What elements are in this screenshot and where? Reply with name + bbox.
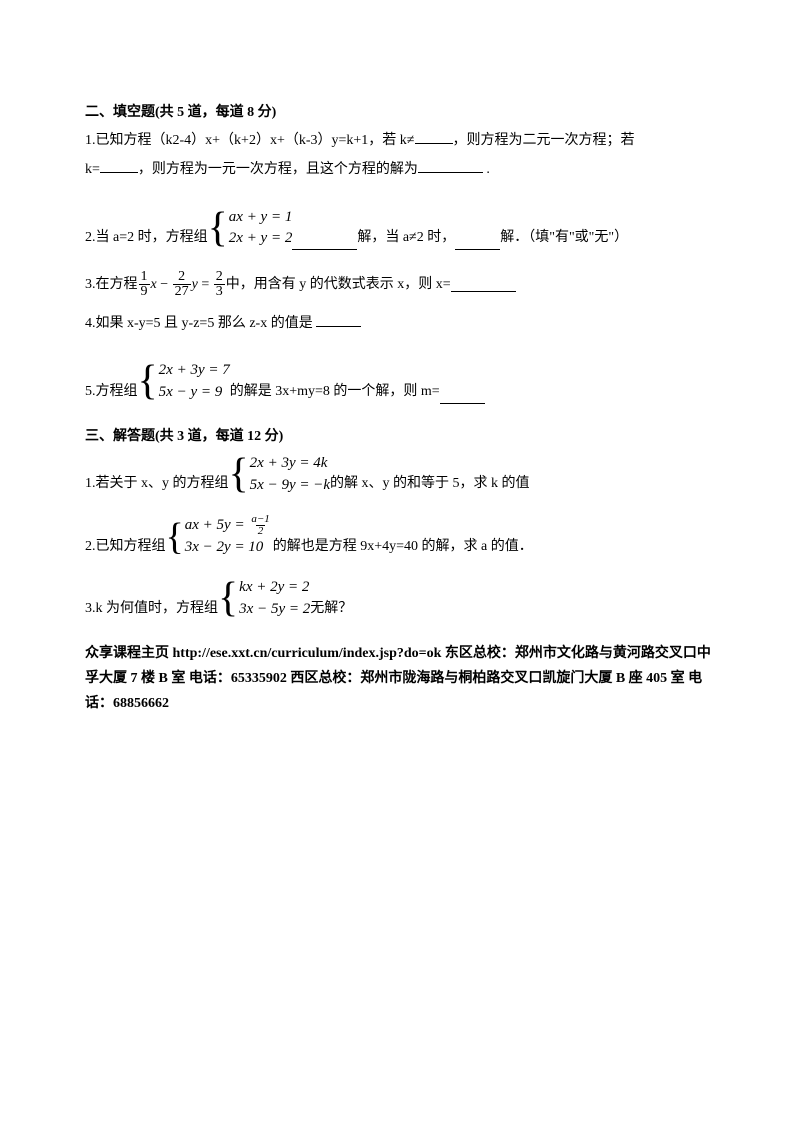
equation-system: { ax + 5y = a−12 3x − 2y = 10	[166, 514, 273, 559]
num: a−1	[249, 514, 271, 525]
equation-system: { kx + 2y = 2 3x − 5y = 2	[218, 577, 310, 621]
section3-title: 三、解答题(共 3 道，每道 12 分)	[85, 424, 715, 449]
blank	[415, 129, 453, 144]
fraction: 227	[173, 270, 191, 299]
q2-5-end: 的解是 3x+my=8 的一个解，则 m=	[230, 379, 440, 404]
q2-1-text-c: k=	[85, 162, 100, 177]
q3-1-prefix: 1.若关于 x、y 的方程组	[85, 471, 229, 496]
blank	[451, 277, 516, 292]
eq-line: 5x − 9y = −k	[250, 475, 330, 497]
equation-system: { 2x + 3y = 4k 5x − 9y = −k	[229, 453, 331, 497]
eq-line: kx + 2y = 2	[239, 577, 310, 599]
equation-system: { 2x + 3y = 7 5x − y = 9	[138, 360, 230, 404]
eq-line: 2x + 3y = 7	[159, 360, 230, 382]
q2-1: 1.已知方程（k2-4）x+（k+2）x+（k-3）y=k+1，若 k≠ ，则方程…	[85, 128, 715, 153]
fraction: 19	[139, 270, 150, 299]
blank	[418, 158, 483, 173]
blank	[100, 158, 138, 173]
eq-line: 2x + y = 2	[229, 228, 293, 250]
den: 3	[214, 284, 225, 299]
brace-icon: {	[208, 212, 228, 246]
eq-line: 3x − 5y = 2	[239, 599, 310, 621]
q3-2-prefix: 2.已知方程组	[85, 534, 166, 559]
op: =	[198, 272, 213, 297]
q2-4-text: 4.如果 x-y=5 且 y-z=5 那么 z-x 的值是	[85, 316, 316, 331]
footer-info: 众享课程主页 http://ese.xxt.cn/curriculum/inde…	[85, 641, 715, 717]
q2-5: 5.方程组 { 2x + 3y = 7 5x − y = 9 的解是 3x+my…	[85, 360, 715, 404]
eq-line: 2x + 3y = 4k	[250, 453, 330, 475]
num: 2	[214, 270, 225, 284]
eq-pre: ax + 5y =	[185, 517, 249, 533]
q2-3: 3.在方程 19 x − 227 y = 23 中，用含有 y 的代数式表示 x…	[85, 270, 715, 299]
num: 1	[139, 270, 150, 284]
eq-line: ax + y = 1	[229, 207, 293, 229]
fraction: a−12	[249, 514, 271, 537]
op: −	[157, 272, 172, 297]
q3-3: 3.k 为何值时，方程组 { kx + 2y = 2 3x − 5y = 2 无…	[85, 577, 715, 621]
q3-3-prefix: 3.k 为何值时，方程组	[85, 596, 218, 621]
q3-3-end: 无解？	[310, 596, 352, 621]
q2-5-prefix: 5.方程组	[85, 379, 138, 404]
brace-icon: {	[138, 365, 158, 399]
q3-1: 1.若关于 x、y 的方程组 { 2x + 3y = 4k 5x − 9y = …	[85, 453, 715, 497]
fraction: 23	[214, 270, 225, 299]
q2-2-prefix: 2.当 a=2 时，方程组	[85, 225, 208, 250]
q3-1-end: 的解 x、y 的和等于 5，求 k 的值	[330, 471, 530, 496]
equation-system: { ax + y = 1 2x + y = 2	[208, 207, 293, 251]
q2-4: 4.如果 x-y=5 且 y-z=5 那么 z-x 的值是	[85, 311, 715, 336]
eq-line: 5x − y = 9	[159, 382, 230, 404]
den: 9	[139, 284, 150, 299]
q3-2: 2.已知方程组 { ax + 5y = a−12 3x − 2y = 10 的解…	[85, 514, 715, 559]
q2-1b: k= ，则方程为一元一次方程，且这个方程的解为 .	[85, 157, 715, 182]
eq-line: ax + 5y = a−12	[185, 514, 273, 537]
q2-1-text-d: ，则方程为一元一次方程，且这个方程的解为	[138, 162, 418, 177]
q2-3-mid: 中，用含有 y 的代数式表示 x，则 x=	[226, 272, 451, 297]
q2-2: 2.当 a=2 时，方程组 { ax + y = 1 2x + y = 2 解，…	[85, 207, 715, 251]
blank	[440, 388, 485, 403]
q2-2-end: 解．（填"有"或"无"）	[500, 225, 628, 250]
blank	[455, 235, 500, 250]
system-lines: kx + 2y = 2 3x − 5y = 2	[239, 577, 310, 621]
blank	[316, 312, 361, 327]
den: 2	[256, 525, 266, 537]
blank	[292, 235, 357, 250]
q2-2-mid: 解，当 a≠2 时，	[357, 225, 455, 250]
brace-icon: {	[229, 458, 249, 492]
section2-title: 二、填空题(共 5 道，每道 8 分)	[85, 100, 715, 125]
system-lines: 2x + 3y = 7 5x − y = 9	[159, 360, 230, 404]
den: 27	[173, 284, 191, 299]
q2-1-text-a: 1.已知方程（k2-4）x+（k+2）x+（k-3）y=k+1，若 k≠	[85, 133, 415, 148]
q2-1-text-b: ，则方程为二元一次方程；若	[453, 133, 635, 148]
q2-1-text-e: .	[483, 162, 490, 177]
num: 2	[176, 270, 187, 284]
system-lines: 2x + 3y = 4k 5x − 9y = −k	[250, 453, 330, 497]
system-lines: ax + y = 1 2x + y = 2	[229, 207, 293, 251]
brace-icon: {	[218, 582, 238, 616]
q3-2-end: 的解也是方程 9x+4y=40 的解，求 a 的值．	[273, 534, 533, 559]
eq-line: 3x − 2y = 10	[185, 537, 273, 559]
q2-3-prefix: 3.在方程	[85, 272, 138, 297]
brace-icon: {	[166, 522, 184, 552]
system-lines: ax + 5y = a−12 3x − 2y = 10	[185, 514, 273, 559]
